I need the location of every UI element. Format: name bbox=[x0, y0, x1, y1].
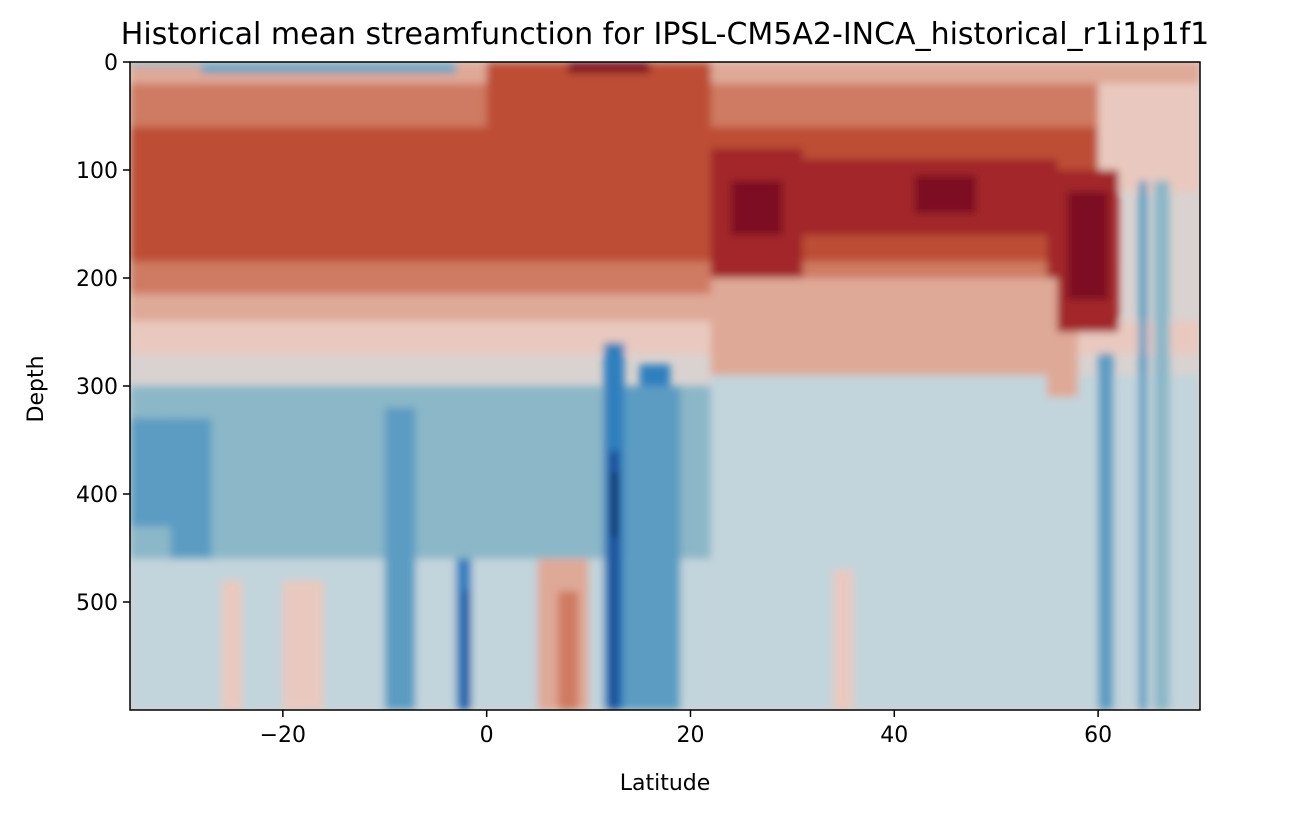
contour-region-core-59n-inner bbox=[1067, 191, 1109, 300]
contour-region-surface-core bbox=[568, 62, 650, 73]
contour-region-column-12n-inner bbox=[608, 450, 620, 710]
y-axis: 0 100 200 300 400 500 bbox=[76, 51, 130, 616]
contour-region-deep-positive-minus18 bbox=[282, 580, 324, 710]
x-tick-label: 40 bbox=[880, 723, 908, 748]
contour-region-surface-negative bbox=[201, 62, 457, 73]
contour-region-deep-positive-35n bbox=[833, 569, 854, 710]
x-axis: −20 0 20 40 60 bbox=[260, 710, 1112, 748]
x-tick-label: 20 bbox=[676, 723, 704, 748]
y-axis-label: Depth bbox=[24, 355, 49, 422]
x-tick-label: 0 bbox=[480, 723, 494, 748]
contour-region-deep-positive-8n bbox=[558, 591, 579, 710]
contour-region-column-16n-halo bbox=[624, 386, 681, 710]
contour-region-column-12n-core bbox=[612, 472, 618, 538]
contour-region-deep-positive-56n bbox=[1047, 332, 1078, 397]
contour-region-mid-lat-positive bbox=[710, 278, 1058, 386]
x-axis-label: Latitude bbox=[620, 771, 711, 796]
plot-area bbox=[130, 62, 1200, 710]
contour-region-core-45n-inner bbox=[914, 175, 976, 214]
contour-region-deep-light-negative bbox=[710, 375, 1200, 710]
y-tick-label: 400 bbox=[76, 483, 118, 508]
x-tick-label: 60 bbox=[1084, 723, 1112, 748]
contour-region-deep-positive-minus25 bbox=[221, 580, 243, 710]
x-tick-label: −20 bbox=[260, 723, 306, 748]
contour-region-column-64n bbox=[1138, 180, 1148, 710]
contour-region-core-26n-inner bbox=[731, 180, 783, 235]
y-tick-label: 0 bbox=[104, 51, 118, 76]
y-tick-label: 200 bbox=[76, 267, 118, 292]
y-tick-label: 300 bbox=[76, 375, 118, 400]
contour-region-column-66n bbox=[1154, 180, 1170, 710]
y-tick-label: 500 bbox=[76, 591, 118, 616]
contour-region-column-60n bbox=[1098, 353, 1114, 710]
chart-title: Historical mean streamfunction for IPSL-… bbox=[121, 17, 1209, 52]
contour-region-mid-negative-west-2 bbox=[170, 418, 212, 559]
y-tick-label: 100 bbox=[76, 159, 118, 184]
contour-region-surface-negative-fringe bbox=[130, 62, 457, 67]
contour-fill bbox=[130, 62, 1200, 710]
contour-region-column-minus9 bbox=[384, 407, 416, 710]
contour-region-column-minus2-core bbox=[463, 591, 469, 710]
